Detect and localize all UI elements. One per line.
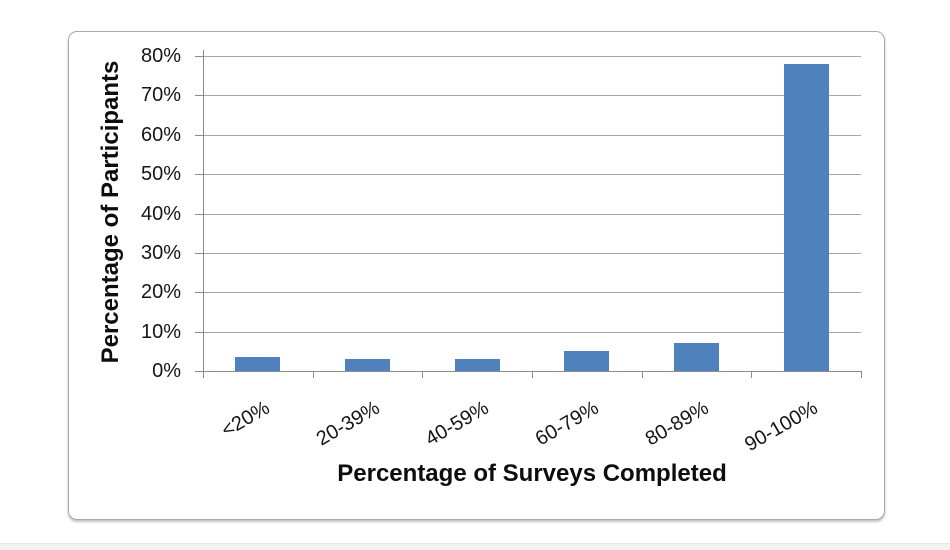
y-axis-tick — [195, 331, 203, 333]
y-axis-tick — [195, 371, 203, 372]
y-axis-tick — [195, 252, 203, 254]
x-axis-tick — [532, 372, 533, 378]
y-axis-tick — [195, 174, 203, 176]
bar-60-79%[interactable] — [564, 351, 610, 371]
x-tick-label: <20% — [217, 396, 274, 442]
window-bottom-edge — [0, 543, 950, 550]
bar-40-59%[interactable] — [454, 359, 500, 371]
y-axis-tick — [195, 56, 203, 57]
x-tick-label: 60-79% — [531, 396, 603, 451]
gridline — [203, 134, 861, 136]
y-tick-label: 50% — [140, 163, 181, 186]
y-tick-label: 80% — [140, 45, 181, 67]
x-axis-tick — [751, 372, 753, 378]
y-axis-line — [203, 50, 204, 372]
chart-frame[interactable]: Percentage of Participants Percentage of… — [68, 31, 885, 520]
y-axis-tick — [195, 134, 203, 136]
y-tick-label: 60% — [140, 123, 181, 146]
x-axis-line — [203, 371, 862, 372]
y-axis-tick — [195, 213, 203, 215]
y-axis-tick — [195, 292, 203, 294]
y-tick-label: 20% — [140, 281, 181, 304]
y-tick-label: 0% — [152, 360, 181, 382]
x-tick-label: 20-39% — [312, 396, 383, 451]
gridline — [203, 95, 861, 97]
x-axis-title: Percentage of Surveys Completed — [337, 460, 727, 487]
bar-<20%[interactable] — [235, 357, 281, 371]
x-tick-label: 80-89% — [641, 396, 712, 451]
y-tick-label: 70% — [140, 84, 181, 107]
bar-20-39%[interactable] — [345, 359, 390, 371]
x-axis-tick — [312, 372, 314, 378]
gridline — [203, 213, 861, 215]
bar-80-89%[interactable] — [674, 343, 719, 371]
y-tick-label: 40% — [140, 202, 181, 225]
x-axis-tick — [861, 372, 862, 378]
gridline — [203, 174, 861, 176]
bar-90-100%[interactable] — [783, 63, 829, 371]
x-axis-tick — [641, 372, 643, 378]
gridline — [203, 292, 861, 294]
x-tick-label: 40-59% — [421, 396, 493, 451]
gridline — [203, 252, 861, 254]
y-tick-label: 10% — [140, 320, 181, 343]
gridline — [203, 56, 861, 57]
y-tick-label: 30% — [140, 241, 181, 264]
gridline — [203, 331, 861, 333]
y-axis-tick — [195, 95, 203, 97]
x-axis-tick — [203, 372, 204, 378]
x-tick-label: 90-100% — [741, 396, 822, 456]
x-axis-tick — [422, 372, 424, 378]
